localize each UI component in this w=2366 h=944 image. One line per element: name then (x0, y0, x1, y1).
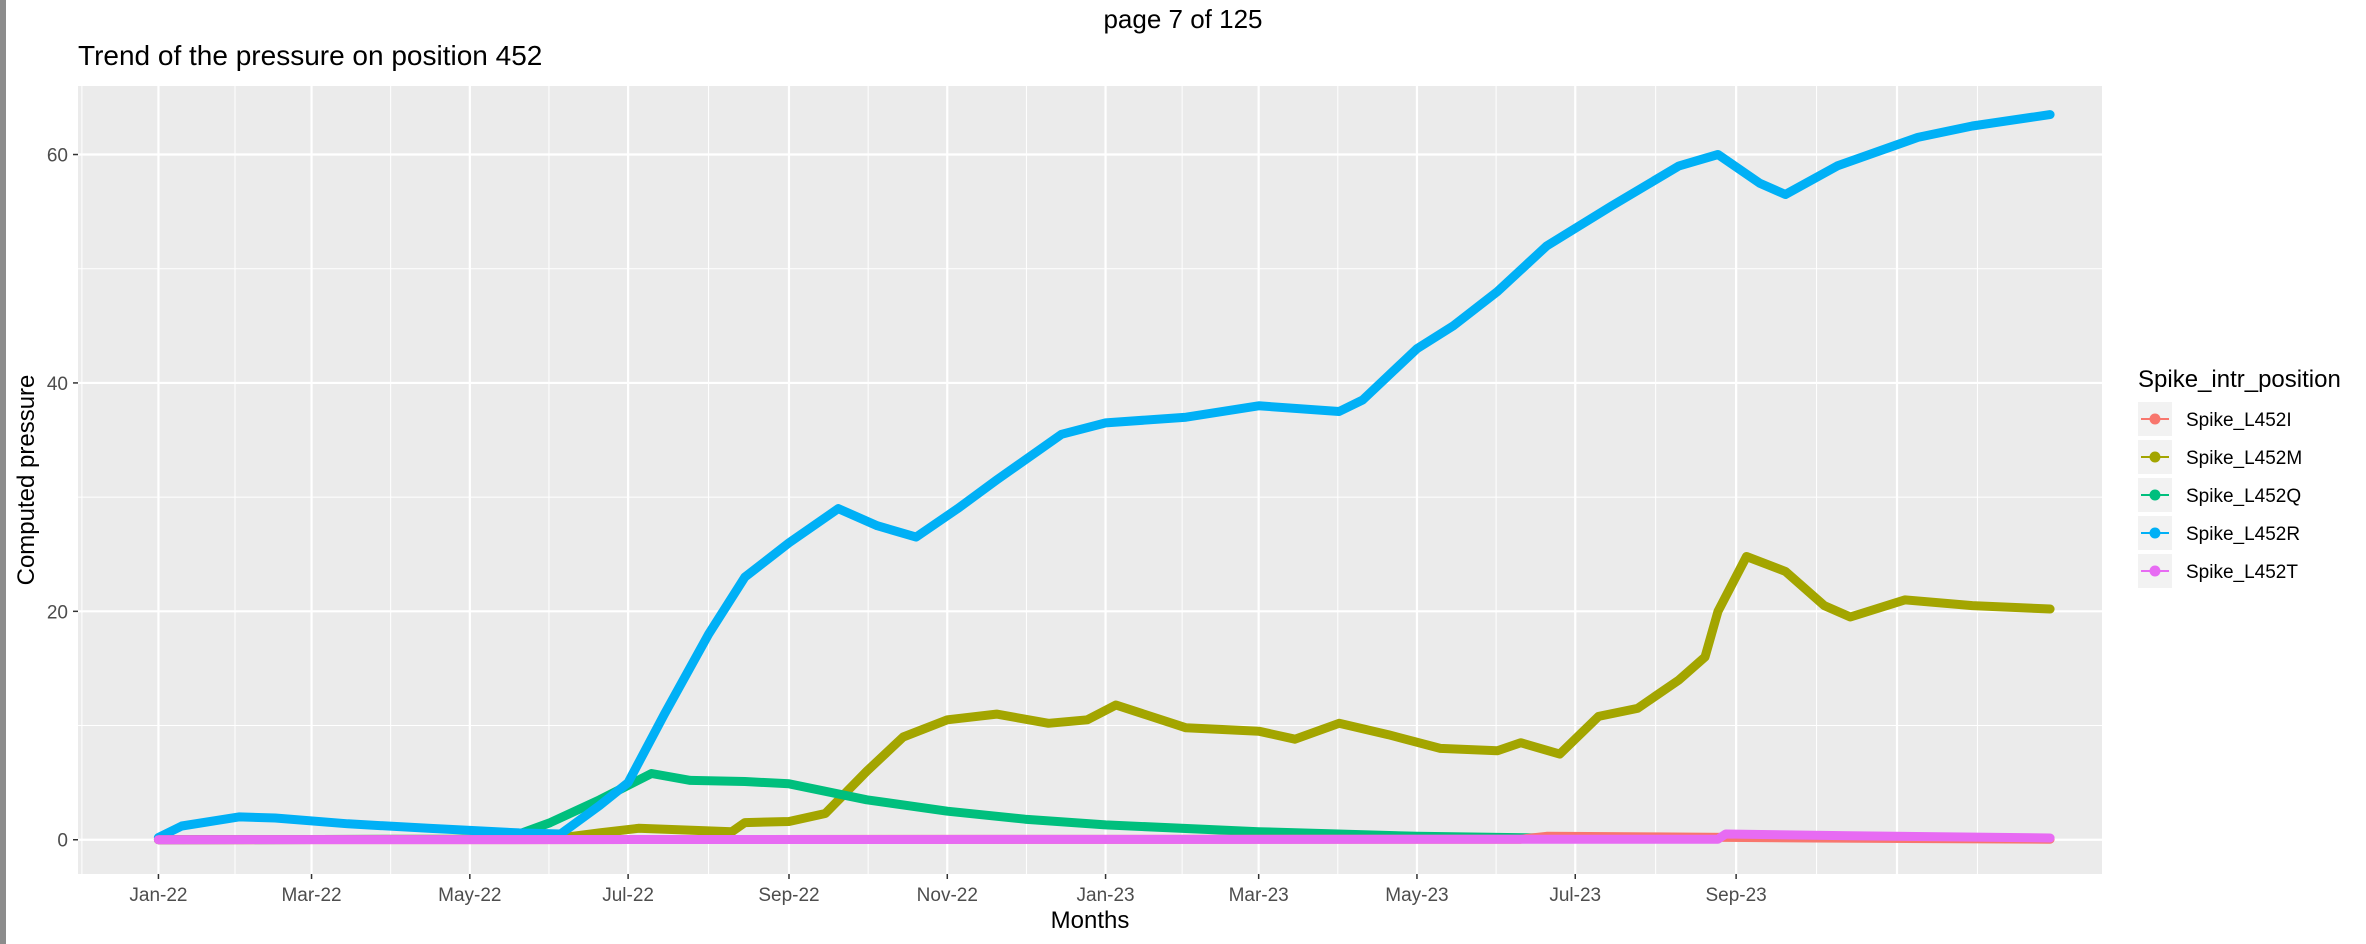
legend-label-spike-l452q: Spike_L452Q (2186, 486, 2301, 507)
legend-label-spike-l452t: Spike_L452T (2186, 562, 2298, 583)
y-tick-label: 20 (47, 602, 68, 623)
x-tick-label: Sep-22 (758, 885, 819, 906)
x-tick-label: Jul-23 (1549, 885, 1601, 906)
x-tick-label: Mar-22 (281, 885, 341, 906)
legend-key-point-spike-l452r (2149, 527, 2161, 539)
y-axis: 0 20 40 60 (47, 146, 78, 852)
x-axis-title: Months (1051, 907, 1130, 934)
page-label: page 7 of 125 (1103, 4, 1263, 34)
legend-key-point-spike-l452m (2149, 451, 2161, 463)
plot-panel (78, 86, 2102, 874)
legend: Spike_L452I Spike_L452M Spike_L452Q Spike_L… (2138, 402, 2302, 588)
legend-label-spike-l452r: Spike_L452R (2186, 524, 2300, 545)
series-line-spike-l452r (153, 110, 2055, 842)
series-line-spike-l452t (153, 829, 2055, 845)
x-tick-label: Jan-23 (1077, 885, 1135, 906)
x-tick-label: Jul-22 (602, 885, 654, 906)
legend-key-point-spike-l452i (2149, 413, 2161, 425)
legend-title: Spike_intr_position (2138, 366, 2341, 393)
x-tick-label: May-22 (438, 885, 501, 906)
x-tick-label: Jan-22 (129, 885, 187, 906)
window-frame-left (0, 0, 6, 944)
x-tick-label: Nov-22 (917, 885, 978, 906)
y-tick-label: 60 (47, 146, 68, 167)
y-tick-label: 0 (57, 831, 68, 852)
legend-key-point-spike-l452q (2149, 489, 2161, 501)
x-tick-label: Sep-23 (1705, 885, 1766, 906)
legend-key-point-spike-l452t (2149, 565, 2161, 577)
grid-minor (78, 86, 2102, 874)
series-line-spike-l452m (153, 552, 2055, 845)
x-axis: Jan-22 Mar-22 May-22 Jul-22 Sep-22 Nov-22 Jan-… (129, 874, 1767, 906)
chart-title: Trend of the pressure on position 452 (78, 40, 543, 71)
y-axis-title: Computed pressure (13, 375, 40, 586)
legend-label-spike-l452m: Spike_L452M (2186, 448, 2302, 469)
series-layer (153, 110, 2055, 845)
legend-label-spike-l452i: Spike_L452I (2186, 410, 2292, 431)
series-line-spike-l452q (153, 769, 1552, 845)
x-tick-label: May-23 (1385, 885, 1448, 906)
x-tick-label: Mar-23 (1229, 885, 1289, 906)
y-tick-label: 40 (47, 374, 68, 395)
